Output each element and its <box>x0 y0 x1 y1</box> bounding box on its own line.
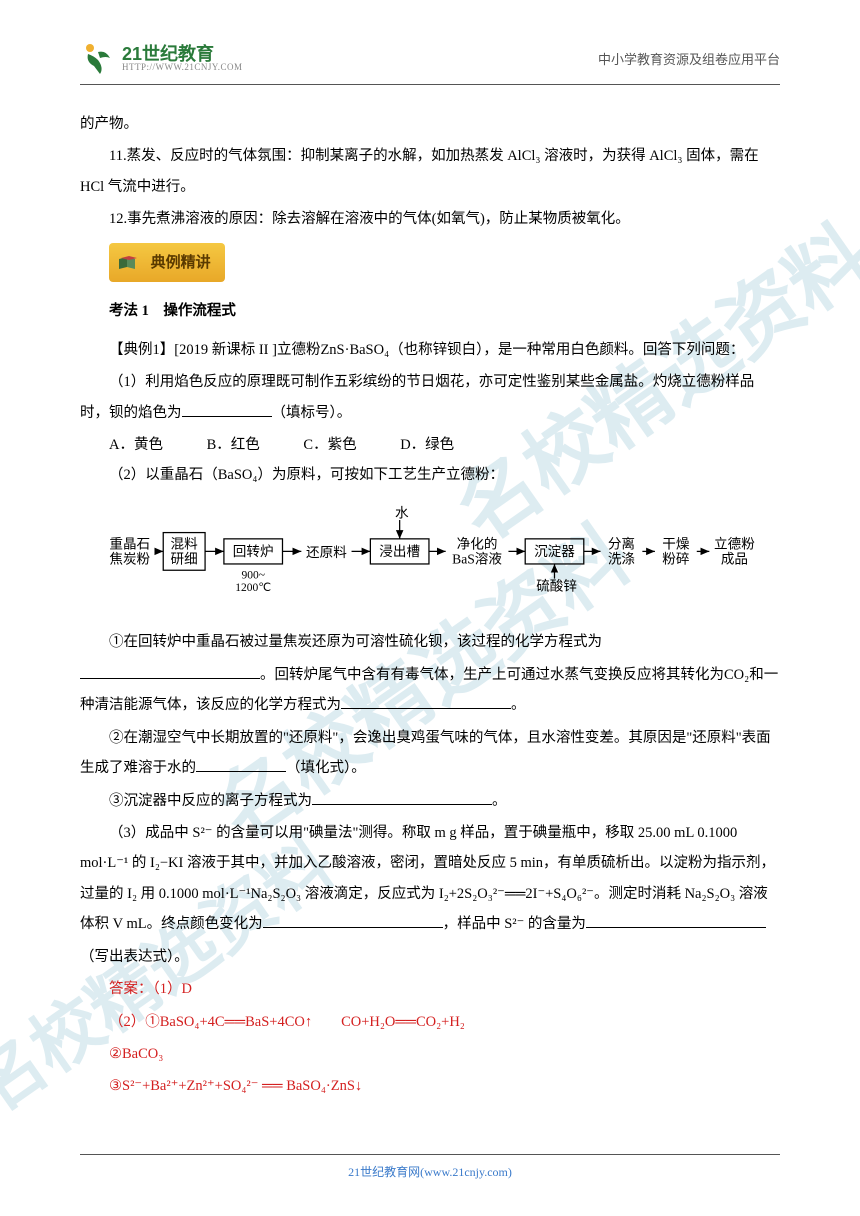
logo-icon <box>80 40 116 76</box>
answer-2-3: ③S²⁻+Ba²⁺+Zn²⁺+SO₄²⁻ ══ BaSO₄·ZnS↓ <box>80 1071 780 1101</box>
question-1: （1）利用焰色反应的原理既可制作五彩缤纷的节日烟花，亦可定性鉴别某些金属盐。灼烧… <box>80 367 780 428</box>
svg-text:混料: 混料 <box>171 537 199 552</box>
svg-text:回转炉: 回转炉 <box>233 544 274 559</box>
svg-text:水: 水 <box>395 505 409 520</box>
q2-2a: ②在潮湿空气中长期放置的"还原料"，会逸出臭鸡蛋气味的气体，且水溶性变差。其原因… <box>80 730 771 776</box>
logo-text-cn: 21世纪教育 <box>122 45 243 63</box>
svg-text:分离: 分离 <box>608 536 635 552</box>
question-2-1: ①在回转炉中重晶石被过量焦炭还原为可溶性硫化钡，该过程的化学方程式为 <box>80 627 780 657</box>
option-a: A．黄色 <box>109 437 163 453</box>
q3-f2: S₄O₆²⁻ <box>553 886 594 902</box>
para-11: 11.蒸发、反应时的气体氛围：抑制某离子的水解，如加热蒸发 AlCl₃ 溶液时，… <box>80 141 780 202</box>
answer-2-1: （2）①BaSO₄+4C══BaS+4CO↑ CO+H₂O══CO₂+H₂ <box>80 1007 780 1037</box>
svg-text:粉碎: 粉碎 <box>662 552 690 567</box>
svg-text:立德粉: 立德粉 <box>714 537 755 552</box>
blank <box>586 911 766 928</box>
question-3-tail: （写出表达式）。 <box>80 942 780 972</box>
question-2-2: ②在潮湿空气中长期放置的"还原料"，会逸出臭鸡蛋气味的气体，且水溶性变差。其原因… <box>80 723 780 784</box>
page-footer: 21世纪教育网(www.21cnjy.com) <box>80 1154 780 1180</box>
ans2-3t: ══ BaSO₄·ZnS↓ <box>258 1078 362 1094</box>
badge-label: 典例精讲 <box>151 254 211 271</box>
blank <box>80 661 260 678</box>
svg-text:还原料: 还原料 <box>306 545 347 560</box>
q3c: ，样品中 S²⁻ 的含量为 <box>443 916 586 932</box>
option-d: D．绿色 <box>400 437 454 453</box>
q2-3a: ③沉淀器中反应的离子方程式为 <box>109 793 312 809</box>
section-badge: 典例精讲 <box>109 243 225 283</box>
logo-text-en: HTTP://WWW.21CNJY.COM <box>122 63 243 72</box>
ans2-3a: ③S²⁻+Ba²⁺+Zn²⁺+ <box>109 1078 223 1094</box>
q2-1c: 。 <box>511 697 526 713</box>
svg-text:干燥: 干燥 <box>662 537 690 552</box>
svg-text:900~: 900~ <box>241 569 264 581</box>
svg-text:BaS溶液: BaS溶液 <box>452 552 502 567</box>
flowchart: 重晶石焦炭粉 混料研细 回转炉 900~1200℃ 还原料 浸出槽 水净化的BaS溶液 沉淀器… <box>80 501 780 617</box>
question-2-1-cont: 。回转炉尾气中含有有毒气体，生产上可通过水蒸气变换反应将其转化为CO₂和一种清洁… <box>80 660 780 721</box>
q2-2b: （填化式）。 <box>286 760 366 776</box>
question-2: （2）以重晶石（BaSO₄）为原料，可按如下工艺生产立德粉： <box>80 460 780 490</box>
svg-text:焦炭粉: 焦炭粉 <box>109 552 150 567</box>
document-body: 的产物。 11.蒸发、反应时的气体氛围：抑制某离子的水解，如加热蒸发 AlCl₃… <box>0 109 860 1102</box>
svg-text:洗涤: 洗涤 <box>608 552 636 567</box>
blank <box>312 787 492 804</box>
page-header: 21世纪教育 HTTP://WWW.21CNJY.COM 中小学教育资源及组卷应… <box>80 0 780 85</box>
answer-2-2: ②BaCO₃ <box>80 1039 780 1069</box>
q1-tail: （填标号）。 <box>272 405 352 421</box>
option-c: C．紫色 <box>303 437 356 453</box>
header-subtitle: 中小学教育资源及组卷应用平台 <box>598 49 780 68</box>
question-3: （3）成品中 S²⁻ 的含量可以用"碘量法"测得。称取 m g 样品，置于碘量瓶… <box>80 818 780 940</box>
svg-text:研细: 研细 <box>171 552 198 567</box>
logo: 21世纪教育 HTTP://WWW.21CNJY.COM <box>80 40 243 76</box>
options-row: A．黄色 B．红色 C．紫色 D．绿色 <box>80 430 780 460</box>
example-lead: 【典例1】[2019 新课标 II ]立德粉ZnS·BaSO₄（也称锌钡白），是… <box>80 335 780 365</box>
heading-method-1: 考法 1 操作流程式 <box>80 296 780 326</box>
blank <box>182 399 272 416</box>
svg-text:硫酸锌: 硫酸锌 <box>536 579 577 594</box>
para-12: 12.事先煮沸溶液的原因：除去溶解在溶液中的气体(如氧气)，防止某物质被氧化。 <box>80 204 780 234</box>
blank <box>196 755 286 772</box>
svg-text:沉淀器: 沉淀器 <box>534 544 575 559</box>
q2-3b: 。 <box>492 793 507 809</box>
svg-text:1200℃: 1200℃ <box>235 582 271 594</box>
blank <box>341 692 511 709</box>
q3-f1: S₂O₃²⁻ <box>464 886 505 902</box>
para-continuation: 的产物。 <box>80 109 780 139</box>
q3-eq: ══2I⁻+ <box>505 886 553 902</box>
svg-text:浸出槽: 浸出槽 <box>379 544 420 559</box>
blank <box>263 911 443 928</box>
ans2-3f: SO₄²⁻ <box>223 1078 259 1094</box>
svg-text:净化的: 净化的 <box>457 537 498 552</box>
answer-1: 答案：（1）D <box>80 974 780 1004</box>
books-icon <box>117 253 143 273</box>
option-b: B．红色 <box>207 437 260 453</box>
svg-text:重晶石: 重晶石 <box>109 537 150 552</box>
question-2-3: ③沉淀器中反应的离子方程式为 。 <box>80 786 780 816</box>
svg-text:成品: 成品 <box>721 552 748 567</box>
q2-1a: ①在回转炉中重晶石被过量焦炭还原为可溶性硫化钡，该过程的化学方程式为 <box>109 634 602 650</box>
